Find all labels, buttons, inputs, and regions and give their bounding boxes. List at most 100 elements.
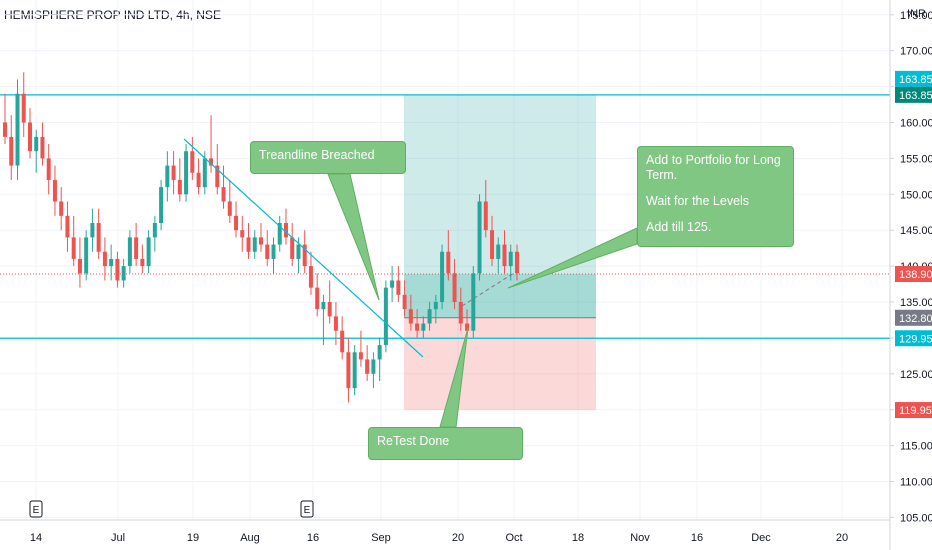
candle-15 — [96, 208, 101, 259]
candle-10 — [65, 201, 70, 252]
callout-portfolio[interactable]: Add to Portfolio for Long Term. Wait for… — [637, 146, 794, 247]
callout-portfolio-line-2: Wait for the Levels — [646, 194, 750, 208]
candle-body-48 — [302, 244, 307, 267]
price-tag-label-5: 119.95 — [899, 405, 932, 417]
loss-zone — [404, 317, 596, 411]
horizontal-levels — [0, 94, 890, 339]
candle-body-80 — [502, 244, 507, 267]
candle-body-51 — [321, 302, 326, 310]
price-tag-4: 129.95 — [895, 330, 932, 347]
candle-12 — [77, 237, 82, 288]
candle-17 — [109, 244, 114, 281]
y-tick-label-6: 135.00 — [900, 297, 932, 309]
callout-portfolio-line-3: Add till 125. — [646, 220, 712, 234]
price-tag-0: 163.85 — [895, 70, 932, 87]
price-tag-bg-0 — [895, 70, 932, 87]
callout-retest-done[interactable]: ReTest Done — [368, 427, 523, 460]
candle-body-7 — [46, 158, 51, 180]
candle-body-28 — [177, 179, 182, 195]
candle-36 — [227, 179, 232, 224]
candle-30 — [190, 136, 195, 180]
candle-7 — [46, 144, 51, 195]
x-tick-label-9: Nov — [630, 532, 650, 544]
candle-body-65 — [408, 309, 413, 324]
candle-28 — [177, 158, 182, 202]
candle-44 — [277, 215, 282, 252]
callout-retest-text: ReTest Done — [377, 434, 450, 448]
open-profit-zone — [404, 273, 596, 318]
candle-body-8 — [52, 179, 57, 202]
candle-38 — [240, 215, 245, 252]
candle-22 — [140, 244, 145, 274]
candle-body-15 — [96, 223, 101, 252]
candle-2 — [15, 79, 20, 180]
candle-13 — [84, 230, 89, 281]
candle-23 — [146, 230, 151, 274]
candle-body-27 — [171, 165, 176, 180]
x-tick-label-3: Aug — [240, 532, 260, 544]
callout-trendline-breached[interactable]: Treandline Breached — [250, 141, 406, 174]
candle-body-54 — [340, 330, 345, 353]
candle-0 — [3, 93, 7, 145]
candle-body-53 — [333, 316, 338, 331]
x-tick-label-0: 14 — [30, 532, 42, 544]
candle-body-42 — [265, 244, 270, 259]
candle-71 — [446, 230, 451, 281]
candle-body-57 — [358, 352, 363, 360]
candle-24 — [152, 215, 157, 252]
price-tag-bg-1 — [895, 86, 932, 103]
candle-body-67 — [421, 323, 426, 331]
candle-body-39 — [246, 237, 251, 252]
price-tag-label-1: 163.85 — [899, 90, 932, 102]
candle-body-1 — [9, 136, 14, 166]
candle-body-31 — [196, 172, 201, 188]
candle-59 — [371, 352, 376, 389]
earnings-marker-0: E — [29, 500, 43, 518]
y-tick-label-0: 105.00 — [900, 512, 932, 524]
price-tag-2: 138.90 — [895, 265, 932, 282]
candle-57 — [358, 330, 363, 367]
candle-70 — [440, 244, 445, 310]
candle-18 — [115, 251, 120, 288]
y-tick-label-8: 145.00 — [900, 225, 932, 237]
candle-body-64 — [402, 294, 407, 310]
candle-body-81 — [508, 251, 513, 267]
candle-body-45 — [283, 223, 288, 238]
candle-body-24 — [152, 223, 157, 238]
candle-body-5 — [34, 136, 39, 152]
price-tag-label-4: 129.95 — [899, 333, 932, 345]
candle-20 — [127, 230, 132, 274]
candle-body-35 — [221, 187, 226, 202]
y-tick-label-11: 160.00 — [900, 118, 932, 130]
candle-14 — [90, 208, 95, 252]
candle-body-32 — [202, 158, 207, 188]
candle-body-71 — [446, 251, 451, 274]
candle-43 — [271, 237, 276, 274]
candle-60 — [377, 337, 382, 381]
candle-body-70 — [440, 251, 445, 302]
candle-72 — [452, 258, 457, 310]
candle-body-3 — [21, 93, 26, 123]
candle-body-11 — [71, 237, 76, 259]
candle-body-72 — [452, 273, 457, 302]
candle-79 — [496, 237, 501, 274]
candle-25 — [159, 179, 164, 231]
candle-8 — [52, 165, 57, 216]
callout-pointers — [327, 173, 638, 428]
candle-6 — [40, 122, 45, 166]
price-tags: 163.85 163.85 138.90 132.80 129.95 119.95 — [895, 70, 932, 419]
candle-73 — [458, 287, 463, 331]
candle-body-62 — [390, 280, 395, 288]
candle-body-34 — [215, 165, 220, 188]
candle-body-41 — [259, 237, 263, 245]
x-tick-label-8: 18 — [572, 532, 584, 544]
candle-68 — [427, 302, 432, 331]
earnings-marker-label-0: E — [33, 505, 40, 516]
price-tag-label-0: 163.85 — [899, 74, 932, 86]
candle-21 — [134, 223, 139, 267]
candle-body-75 — [471, 273, 476, 331]
y-tick-label-2: 115.00 — [900, 441, 932, 453]
y-tick-label-4: 125.00 — [900, 369, 932, 381]
candle-42 — [265, 230, 270, 267]
